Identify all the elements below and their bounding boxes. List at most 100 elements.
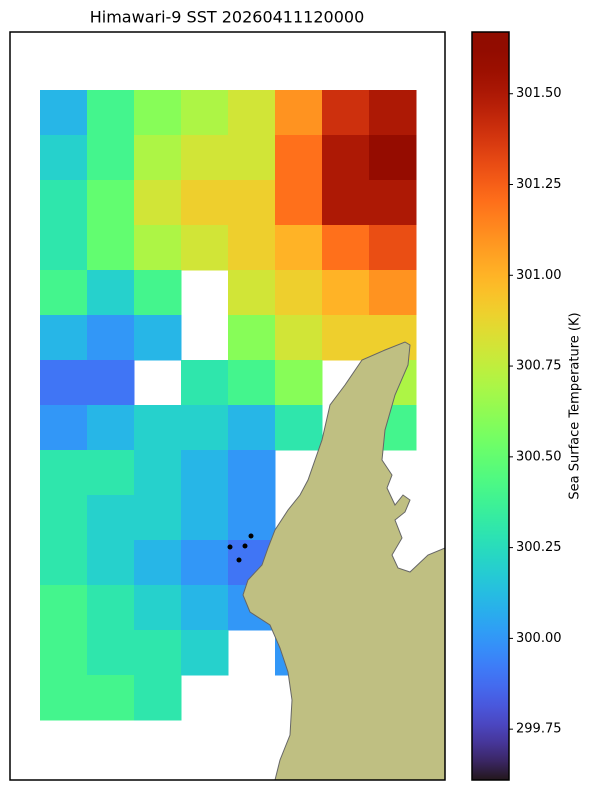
sst-cell — [134, 675, 182, 721]
sst-cell — [40, 585, 88, 631]
sst-cell — [40, 225, 88, 271]
sst-cell — [228, 495, 276, 541]
colorbar-tick-label: 299.75 — [516, 722, 562, 737]
sst-cell — [40, 315, 88, 361]
sst-cell — [275, 270, 323, 316]
sst-cell — [181, 585, 229, 631]
map-frame — [9, 31, 446, 781]
colorbar-tick-label: 301.00 — [516, 268, 562, 283]
sst-cell — [134, 540, 182, 586]
sst-cell — [181, 135, 229, 181]
sst-cell — [87, 135, 135, 181]
sst-cell — [275, 90, 323, 136]
sst-cell — [322, 315, 370, 361]
sst-cell — [228, 405, 276, 451]
sst-cell — [40, 180, 88, 226]
sst-cell — [40, 270, 88, 316]
sst-cell — [87, 630, 135, 676]
sst-cell — [275, 135, 323, 181]
colorbar — [471, 31, 510, 781]
marker — [242, 543, 248, 549]
sst-cell — [87, 450, 135, 496]
colorbar-tick-label: 300.75 — [516, 359, 562, 374]
sst-cell — [134, 585, 182, 631]
sst-cell — [228, 225, 276, 271]
sst-cell — [275, 315, 323, 361]
sst-cell — [369, 180, 417, 226]
sst-cell — [40, 450, 88, 496]
sst-cell — [134, 270, 182, 316]
colorbar-label: Sea Surface Temperature (K) — [568, 312, 583, 499]
colorbar-tick-label: 300.25 — [516, 540, 562, 555]
colorbar-tick-label: 301.25 — [516, 177, 562, 192]
sst-cell — [181, 495, 229, 541]
sst-cell — [275, 360, 323, 406]
sst-cell — [40, 540, 88, 586]
sst-cell — [134, 630, 182, 676]
sst-cell — [275, 180, 323, 226]
sst-cell — [87, 495, 135, 541]
land — [242, 341, 446, 781]
sst-cell — [40, 360, 88, 406]
sst-cell — [40, 90, 88, 136]
sst-cell — [322, 90, 370, 136]
sst-cell — [181, 90, 229, 136]
sst-cell — [181, 405, 229, 451]
sst-cell — [369, 90, 417, 136]
sst-cell — [40, 135, 88, 181]
sst-cell — [40, 495, 88, 541]
marker — [248, 533, 254, 539]
sst-cell — [87, 540, 135, 586]
sst-cell — [369, 135, 417, 181]
sst-cell — [275, 405, 323, 451]
sst-cell — [181, 630, 229, 676]
sst-cell — [275, 225, 323, 271]
sst-cell — [228, 315, 276, 361]
colorbar-tick-label: 300.50 — [516, 449, 562, 464]
sst-cell — [181, 540, 229, 586]
sst-cell — [87, 675, 135, 721]
sst-cell — [228, 360, 276, 406]
sst-cell — [134, 315, 182, 361]
sst-cell — [228, 450, 276, 496]
markers — [227, 533, 254, 563]
sst-cell — [369, 270, 417, 316]
sst-cell — [369, 225, 417, 271]
marker — [227, 544, 233, 550]
sst-cell — [181, 450, 229, 496]
sst-cell — [87, 405, 135, 451]
colorbar-tick-label: 301.50 — [516, 86, 562, 101]
sst-cell — [87, 270, 135, 316]
sst-cell — [322, 270, 370, 316]
sst-cell — [134, 450, 182, 496]
chart-title: Himawari-9 SST 20260411120000 — [90, 8, 365, 27]
sst-cell — [181, 360, 229, 406]
sst-cell — [134, 90, 182, 136]
sst-cell — [134, 180, 182, 226]
marker — [236, 557, 242, 563]
colorbar-tick-label: 300.00 — [516, 631, 562, 646]
sst-cell — [322, 135, 370, 181]
sst-cell — [228, 90, 276, 136]
sst-cell — [87, 360, 135, 406]
sst-cell — [228, 135, 276, 181]
sst-cell — [322, 225, 370, 271]
sst-cell — [40, 630, 88, 676]
sst-cell — [181, 225, 229, 271]
sst-cell — [228, 180, 276, 226]
sst-cell — [87, 180, 135, 226]
sst-cell — [87, 90, 135, 136]
sst-cell — [40, 405, 88, 451]
sst-cell — [87, 225, 135, 271]
sst-cell — [181, 180, 229, 226]
sst-cell — [134, 135, 182, 181]
sst-cell — [134, 225, 182, 271]
sst-cell — [40, 675, 88, 721]
sst-cell — [228, 270, 276, 316]
sst-cell — [134, 495, 182, 541]
sst-cell — [134, 405, 182, 451]
sst-cell — [87, 315, 135, 361]
sst-cell — [87, 585, 135, 631]
sst-cell — [322, 180, 370, 226]
